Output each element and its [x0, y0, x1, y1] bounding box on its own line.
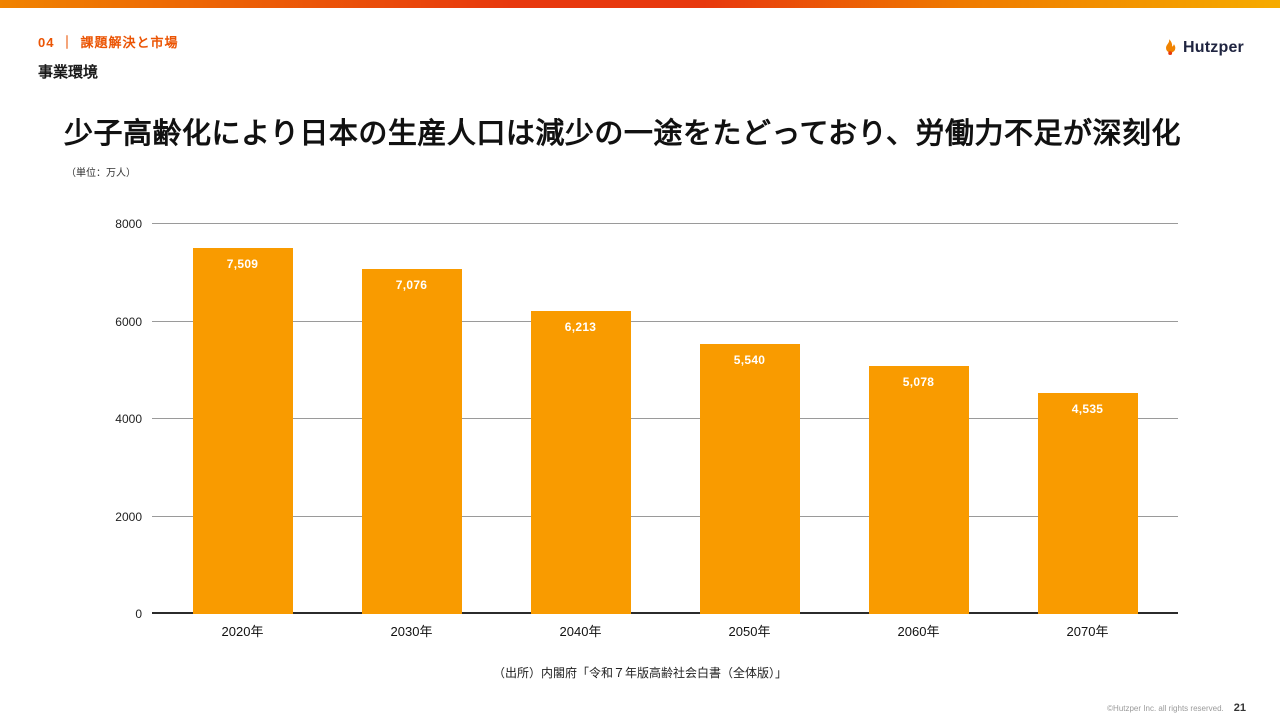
- bar-slot: 4,535: [1003, 224, 1172, 614]
- x-tick-label: 2070年: [1066, 624, 1109, 639]
- x-axis-line: [152, 612, 1178, 614]
- plot-area: 7,509 7,076 6,213 5,540 5,078 4,535: [152, 223, 1178, 614]
- x-tick-label: 2060年: [897, 624, 940, 639]
- y-tick-label: 0: [135, 607, 142, 621]
- bar-2030年: 7,076: [361, 269, 462, 614]
- bar-slot: 7,509: [158, 224, 327, 614]
- section-title: 課題解決と市場: [80, 35, 179, 50]
- bar-value-label: 7,076: [395, 278, 428, 293]
- bar-2060年: 5,078: [868, 366, 969, 614]
- x-tick-label: 2040年: [559, 624, 602, 639]
- section-number: 04: [38, 35, 55, 50]
- bar-2050年: 5,540: [699, 343, 800, 614]
- bar-value-label: 4,535: [1071, 401, 1104, 416]
- bars: 7,509 7,076 6,213 5,540 5,078 4,535: [152, 224, 1178, 614]
- bar-2040年: 6,213: [530, 311, 631, 614]
- chart-body: 0 2000 4000 6000 8000 7,509 7,076 6,213 5,540 5,…: [92, 217, 1178, 621]
- bar-value-label: 5,540: [733, 352, 766, 367]
- section-label: 04 ｜ 課題解決と市場: [38, 32, 179, 51]
- unit-note: （単位：万人）: [66, 168, 136, 179]
- copyright-text: ©Hutzper Inc. all rights reserved.: [1107, 703, 1224, 713]
- page-title: 少子高齢化により日本の生産人口は減少の一途をたどっており、労働力不足が深刻化: [64, 118, 1181, 150]
- bar-slot: 5,078: [834, 224, 1003, 614]
- footer: ©Hutzper Inc. all rights reserved. 21: [1107, 702, 1246, 714]
- header: 04 ｜ 課題解決と市場 事業環境: [38, 32, 179, 82]
- hutzper-logo: Hutzper: [1159, 38, 1244, 58]
- y-tick-label: 4000: [115, 412, 142, 426]
- bar-slot: 7,076: [327, 224, 496, 614]
- slide-subtitle: 事業環境: [38, 64, 99, 81]
- gridline: [152, 418, 1178, 419]
- y-tick-label: 8000: [115, 217, 142, 231]
- y-tick-label: 6000: [115, 314, 142, 329]
- x-tick-label: 2050年: [728, 624, 771, 639]
- logo-text: Hutzper: [1183, 39, 1244, 56]
- y-tick-label: 2000: [115, 509, 142, 524]
- bar-2070年: 4,535: [1037, 392, 1138, 614]
- bar-value-label: 5,078: [902, 375, 935, 390]
- bar-slot: 6,213: [496, 224, 665, 614]
- page-number: 21: [1233, 702, 1246, 714]
- source-note: （出所）内閣府「令和７年版高齢社会白書（全体版）」: [492, 666, 787, 680]
- bar-chart: 0 2000 4000 6000 8000 7,509 7,076 6,213 5,540 5,…: [92, 217, 1178, 640]
- bar-slot: 5,540: [665, 224, 834, 614]
- section-divider: ｜: [60, 35, 75, 50]
- gridline: [152, 320, 1178, 322]
- top-accent-bar: [0, 0, 1280, 8]
- gridline: [152, 223, 1178, 224]
- bar-value-label: 7,509: [226, 256, 259, 271]
- y-axis: 0 2000 4000 6000 8000: [92, 217, 152, 621]
- x-tick-label: 2030年: [390, 624, 433, 639]
- hutzper-flame-icon: [1166, 39, 1176, 55]
- x-axis: 2020年 2030年 2040年 2050年 2060年 2070年: [152, 621, 1178, 640]
- bar-value-label: 6,213: [564, 320, 597, 335]
- gridline: [152, 515, 1178, 517]
- bar-2020年: 7,509: [192, 247, 293, 614]
- x-tick-label: 2020年: [221, 624, 264, 639]
